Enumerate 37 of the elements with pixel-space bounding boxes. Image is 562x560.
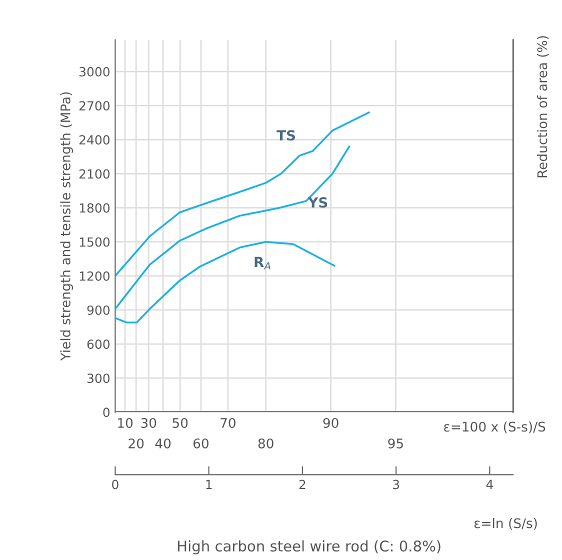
text: 20 bbox=[128, 438, 144, 448]
x-axis-title: ε=ln (S/s) bbox=[474, 518, 537, 530]
annotation: R$_{A}$ bbox=[254, 256, 270, 270]
text: 80 bbox=[258, 438, 274, 448]
y-tick-label: 1200 bbox=[80, 271, 110, 281]
text: 70 bbox=[220, 418, 236, 428]
x-tick-label: 2 bbox=[299, 480, 306, 490]
annotation: YS bbox=[308, 197, 328, 208]
x-tick-label: 4 bbox=[486, 480, 493, 490]
line-series bbox=[115, 146, 350, 310]
text: 10 bbox=[118, 418, 133, 428]
annotation: TS bbox=[276, 130, 296, 141]
y-tick-label: 2400 bbox=[79, 135, 110, 145]
y-tick-label: 300 bbox=[87, 374, 110, 384]
text: 90 bbox=[323, 418, 338, 428]
text: 50 bbox=[172, 418, 188, 428]
y-tick-label: 3000 bbox=[79, 67, 110, 76]
text: 40 bbox=[155, 438, 171, 448]
text: 60 bbox=[193, 438, 208, 448]
x-tick-label: 3 bbox=[393, 480, 400, 490]
x-tick-label: 0 bbox=[112, 480, 118, 490]
y-tick-label: 0 bbox=[103, 408, 110, 418]
line-series bbox=[115, 240, 336, 324]
y-tick-label: 2100 bbox=[79, 169, 110, 179]
y-tick-label: 1800 bbox=[80, 203, 110, 213]
y-axis-title: Yield strength and tensile strength (MPa) bbox=[60, 92, 73, 361]
line-series bbox=[115, 112, 370, 277]
text: 95 bbox=[388, 438, 403, 448]
y-tick-label: 2700 bbox=[79, 101, 110, 111]
x-tick-label: 1 bbox=[206, 480, 212, 490]
y-tick-label: 1500 bbox=[80, 237, 110, 247]
y-tick-label: 900 bbox=[87, 305, 110, 315]
text: 30 bbox=[141, 418, 156, 428]
y2-axis-title: Reduction of area (%) bbox=[536, 36, 549, 178]
text: ε=100 x (S-s)/S bbox=[444, 421, 546, 434]
y-tick-label: 600 bbox=[87, 340, 110, 349]
text: High carbon steel wire rod (C: 0.8%) bbox=[178, 540, 440, 554]
